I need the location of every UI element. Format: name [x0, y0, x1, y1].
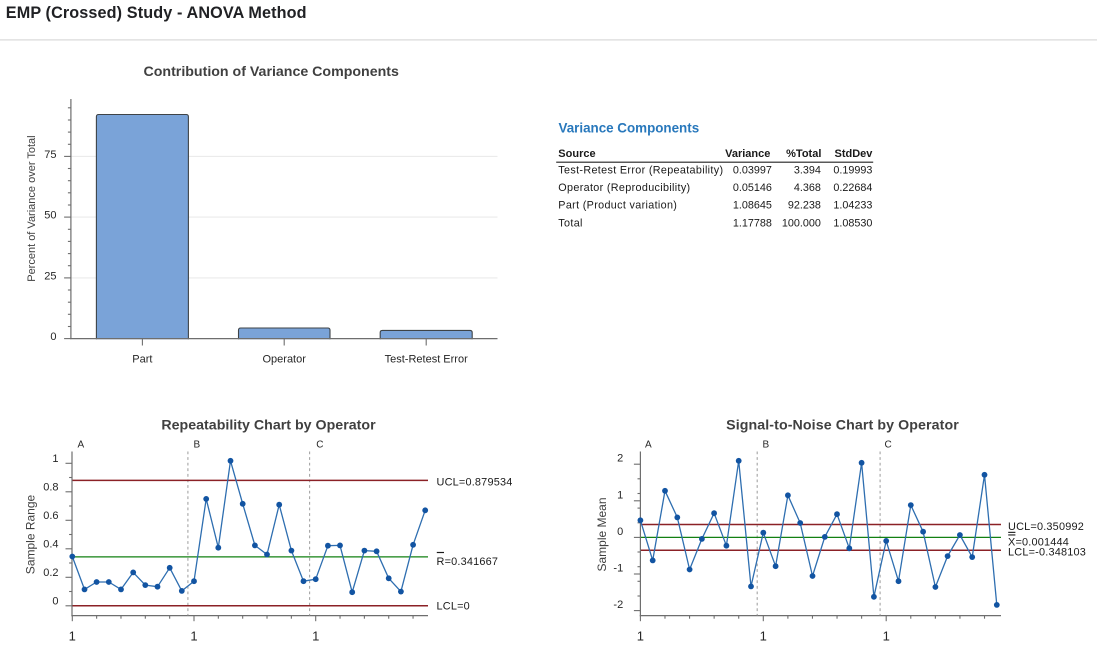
svg-text:Repeatability Chart by Operato: Repeatability Chart by Operator — [161, 418, 376, 434]
svg-text:LCL=0: LCL=0 — [437, 600, 470, 612]
svg-text:UCL=0.879534: UCL=0.879534 — [437, 476, 513, 488]
svg-text:25: 25 — [44, 270, 56, 282]
svg-text:Test-Retest Error: Test-Retest Error — [385, 354, 468, 366]
svg-text:-2: -2 — [613, 599, 623, 611]
svg-text:Contribution of Variance Compo: Contribution of Variance Components — [144, 64, 399, 80]
svg-text:Operator (Reproducibility): Operator (Reproducibility) — [558, 182, 690, 194]
svg-text:75: 75 — [44, 149, 56, 161]
svg-text:1: 1 — [617, 489, 623, 501]
svg-text:1: 1 — [760, 629, 767, 644]
svg-text:0.22684: 0.22684 — [833, 182, 872, 194]
svg-text:0.05146: 0.05146 — [733, 182, 772, 194]
svg-text:2: 2 — [617, 453, 623, 465]
svg-text:Total: Total — [558, 217, 582, 229]
svg-text:R=0.341667: R=0.341667 — [437, 556, 499, 568]
svg-text:0.19993: 0.19993 — [833, 165, 872, 177]
svg-text:1.08645: 1.08645 — [733, 200, 772, 212]
svg-text:1.08530: 1.08530 — [833, 217, 872, 229]
svg-text:3.394: 3.394 — [794, 165, 821, 177]
svg-text:0: 0 — [617, 526, 623, 538]
svg-text:4.368: 4.368 — [794, 182, 821, 194]
svg-text:1: 1 — [883, 629, 890, 644]
svg-text:0.8: 0.8 — [43, 481, 58, 493]
svg-text:1: 1 — [52, 453, 58, 465]
svg-text:EMP (Crossed) Study - ANOVA Me: EMP (Crossed) Study - ANOVA Method — [6, 4, 307, 22]
svg-text:%Total: %Total — [786, 148, 821, 160]
svg-text:Test-Retest Error (Repeatabili: Test-Retest Error (Repeatability) — [558, 165, 723, 177]
svg-text:92.238: 92.238 — [788, 200, 821, 212]
svg-text:Variance: Variance — [725, 148, 770, 160]
svg-text:Sample Mean: Sample Mean — [595, 497, 609, 571]
svg-text:0.4: 0.4 — [43, 538, 58, 550]
svg-text:-1: -1 — [613, 563, 623, 575]
svg-text:A: A — [645, 439, 652, 450]
svg-text:1: 1 — [312, 629, 319, 644]
svg-text:Variance Components: Variance Components — [559, 121, 700, 136]
svg-text:C: C — [316, 439, 323, 450]
svg-text:Operator: Operator — [262, 354, 306, 366]
svg-text:0.2: 0.2 — [43, 567, 58, 579]
svg-text:B: B — [763, 439, 770, 450]
svg-text:A: A — [78, 439, 85, 450]
svg-text:Part: Part — [132, 354, 152, 366]
svg-text:0.6: 0.6 — [43, 510, 58, 522]
svg-text:1: 1 — [69, 629, 76, 644]
svg-text:Source: Source — [558, 148, 595, 160]
svg-text:100.000: 100.000 — [782, 217, 821, 229]
svg-text:0: 0 — [52, 595, 58, 607]
svg-text:0.03997: 0.03997 — [733, 165, 772, 177]
svg-text:StdDev: StdDev — [834, 148, 873, 160]
svg-text:0: 0 — [50, 331, 56, 343]
svg-text:1.04233: 1.04233 — [833, 200, 872, 212]
svg-text:LCL=-0.348103: LCL=-0.348103 — [1008, 547, 1086, 559]
svg-text:UCL=0.350992: UCL=0.350992 — [1008, 521, 1084, 533]
svg-text:Part (Product variation): Part (Product variation) — [558, 200, 677, 212]
svg-text:Percent of Variance over Total: Percent of Variance over Total — [26, 135, 38, 281]
svg-text:1: 1 — [637, 629, 644, 644]
svg-text:50: 50 — [44, 210, 56, 222]
svg-text:1.17788: 1.17788 — [733, 217, 772, 229]
svg-text:Sample Range: Sample Range — [23, 494, 37, 574]
svg-text:1: 1 — [190, 629, 197, 644]
svg-text:Signal-to-Noise Chart by Opera: Signal-to-Noise Chart by Operator — [726, 418, 959, 434]
svg-text:X=0.001444: X=0.001444 — [1008, 537, 1069, 549]
svg-text:B: B — [194, 439, 201, 450]
svg-text:C: C — [885, 439, 892, 450]
